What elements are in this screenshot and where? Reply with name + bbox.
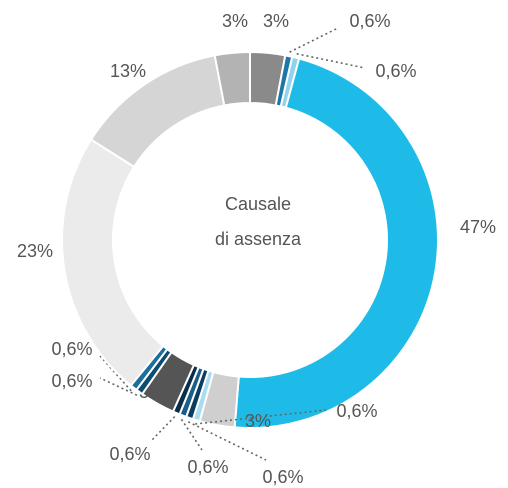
donut-segment: [233, 57, 439, 429]
data-label: 47%: [460, 217, 496, 237]
data-label: 0,6%: [51, 339, 92, 359]
center-text: di assenza: [215, 229, 302, 249]
leader-line: [180, 418, 203, 451]
data-label: 0,6%: [262, 467, 303, 487]
data-label: 0,6%: [336, 401, 377, 421]
data-label: 3%: [263, 11, 289, 31]
data-label: 0,6%: [349, 11, 390, 31]
data-label: 3%: [222, 11, 248, 31]
leader-line: [296, 52, 366, 69]
leader-line: [99, 377, 138, 396]
data-label: 3%: [245, 411, 271, 431]
data-label: 0,6%: [375, 61, 416, 81]
leader-line: [195, 409, 327, 425]
data-label: 13%: [110, 61, 146, 81]
data-label: 0,6%: [51, 371, 92, 391]
center-text: Causale: [225, 194, 291, 214]
leader-line: [151, 416, 176, 441]
data-label: 0,6%: [187, 457, 228, 477]
donut-segment: [213, 50, 251, 107]
leader-line: [289, 27, 339, 53]
data-label: 0,6%: [109, 444, 150, 464]
data-label: 23%: [17, 241, 53, 261]
